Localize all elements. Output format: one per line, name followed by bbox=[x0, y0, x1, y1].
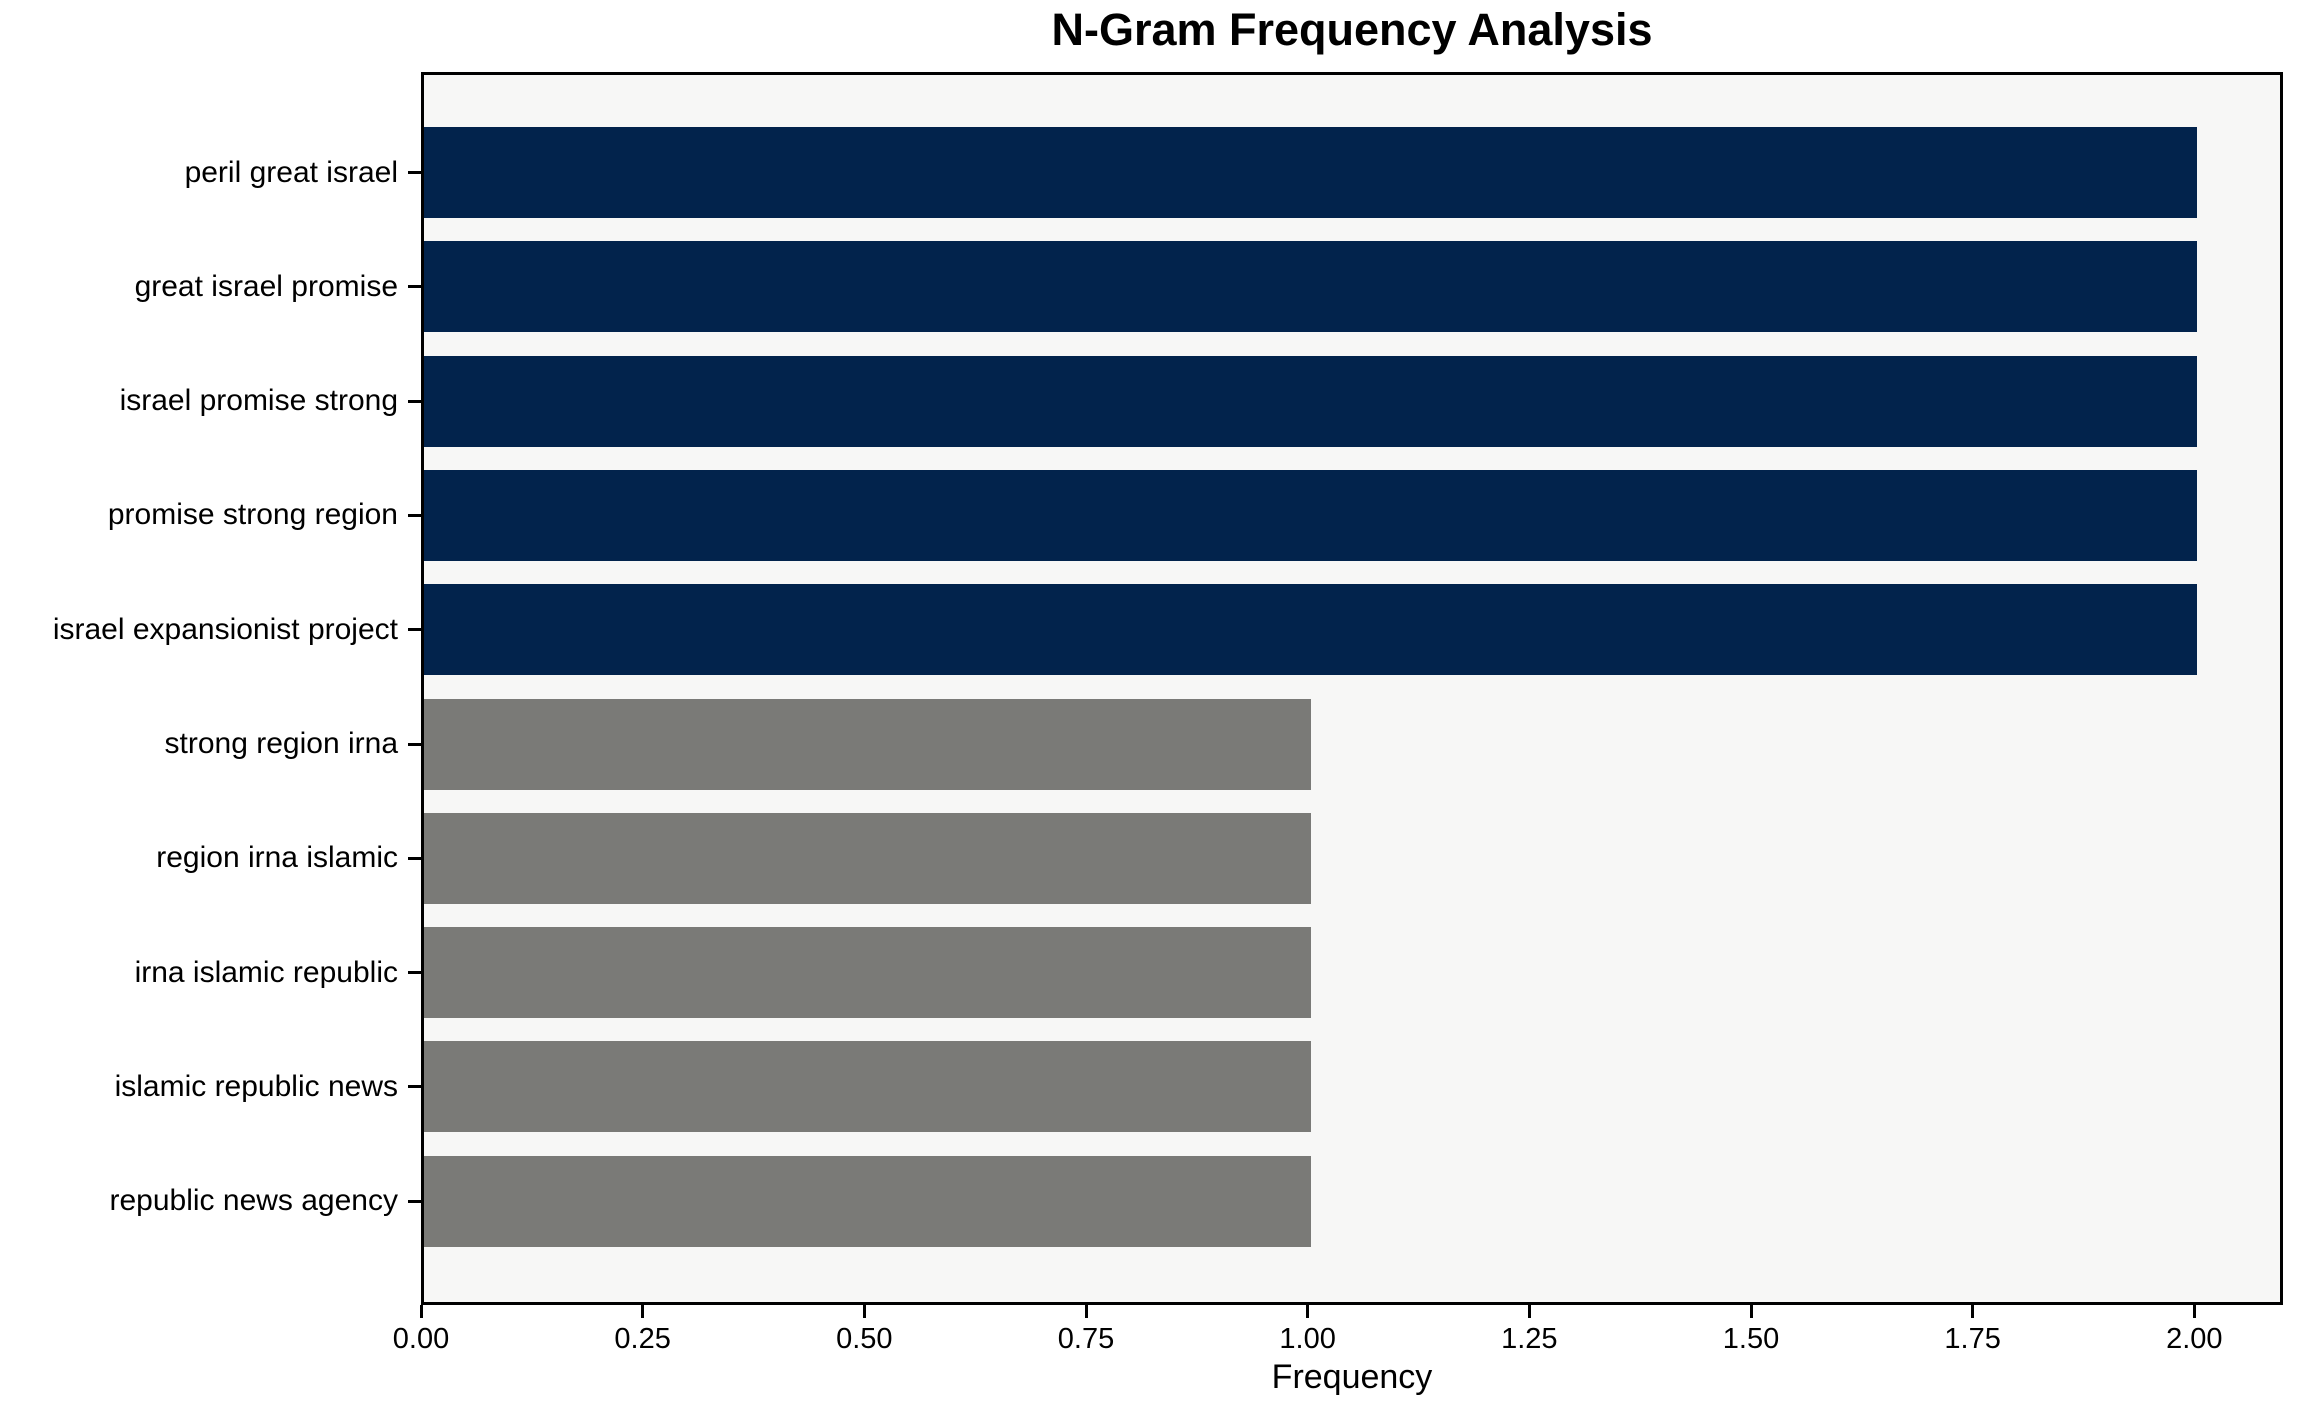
y-tick-label: region irna islamic bbox=[156, 841, 398, 875]
y-tick-label: islamic republic news bbox=[114, 1069, 398, 1103]
x-tick-mark bbox=[862, 1305, 866, 1318]
bar-israel-expansionist-project bbox=[424, 584, 2198, 676]
bar-great-israel-promise bbox=[424, 241, 2198, 333]
y-tick-label: great israel promise bbox=[134, 269, 398, 303]
y-tick-label: promise strong region bbox=[107, 498, 398, 532]
x-tick-mark bbox=[1527, 1305, 1531, 1318]
x-tick-mark bbox=[1971, 1305, 1975, 1318]
y-tick-mark bbox=[408, 1085, 421, 1089]
x-tick-label: 1.75 bbox=[1944, 1323, 2001, 1355]
x-tick-label: 1.00 bbox=[1279, 1323, 1336, 1355]
y-tick-label: peril great israel bbox=[184, 155, 398, 189]
bar-republic-news-agency bbox=[424, 1155, 1311, 1247]
bar-region-irna-islamic bbox=[424, 812, 1311, 904]
y-tick-label: republic news agency bbox=[109, 1184, 398, 1218]
plot-area bbox=[421, 72, 2283, 1305]
y-tick-mark bbox=[408, 513, 421, 517]
bar-irna-islamic-republic bbox=[424, 927, 1311, 1019]
x-axis-title: Frequency bbox=[1271, 1358, 1433, 1396]
bar-israel-promise-strong bbox=[424, 355, 2198, 447]
x-tick-label: 0.50 bbox=[836, 1323, 893, 1355]
x-tick-label: 0.00 bbox=[392, 1323, 450, 1355]
x-tick-label: 0.75 bbox=[1057, 1323, 1115, 1355]
x-tick-mark bbox=[419, 1305, 423, 1318]
x-tick-label: 1.50 bbox=[1722, 1323, 1780, 1355]
x-tick-mark bbox=[1306, 1305, 1310, 1318]
y-tick-mark bbox=[408, 856, 421, 860]
bar-peril-great-israel bbox=[424, 127, 2198, 219]
x-tick-mark bbox=[1084, 1305, 1088, 1318]
y-tick-mark bbox=[408, 742, 421, 746]
y-tick-mark bbox=[408, 171, 421, 175]
x-tick-label: 0.25 bbox=[614, 1323, 671, 1355]
y-tick-label: irna islamic republic bbox=[134, 955, 398, 989]
y-tick-label: israel expansionist project bbox=[52, 612, 398, 646]
y-tick-label: israel promise strong bbox=[119, 384, 398, 418]
y-tick-mark bbox=[408, 971, 421, 975]
x-tick-mark bbox=[1749, 1305, 1753, 1318]
y-tick-mark bbox=[408, 285, 421, 289]
chart-title: N-Gram Frequency Analysis bbox=[1051, 4, 1653, 55]
x-tick-mark bbox=[2192, 1305, 2196, 1318]
bar-promise-strong-region bbox=[424, 469, 2198, 561]
x-tick-mark bbox=[641, 1305, 645, 1318]
bar-islamic-republic-news bbox=[424, 1041, 1311, 1133]
y-tick-mark bbox=[408, 1199, 421, 1203]
y-tick-mark bbox=[408, 628, 421, 632]
bar-strong-region-irna bbox=[424, 698, 1311, 790]
y-tick-label: strong region irna bbox=[164, 727, 398, 761]
x-tick-label: 1.25 bbox=[1501, 1323, 1558, 1355]
y-tick-mark bbox=[408, 399, 421, 403]
x-tick-label: 2.00 bbox=[2166, 1323, 2223, 1355]
